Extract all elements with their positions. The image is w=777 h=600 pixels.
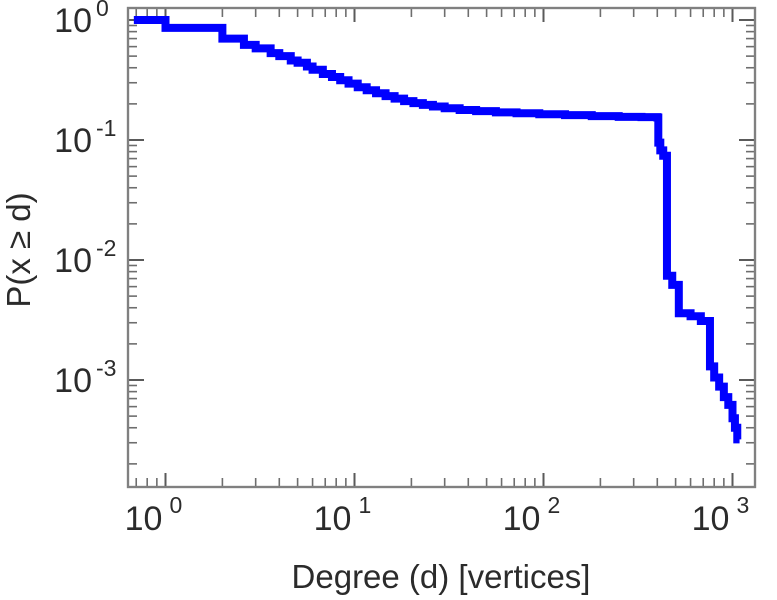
plot-frame [126, 6, 757, 489]
y-axis-ticks [128, 19, 755, 465]
x-axis-tick-labels: 10 0 10 1 10 2 10 3 [125, 492, 750, 538]
x-tick-label: 10 [503, 500, 541, 538]
x-tick-label-exponent: 1 [359, 492, 372, 518]
x-tick-label: 10 [692, 500, 730, 538]
x-tick-label: 10 [314, 500, 352, 538]
y-tick-label: 10 [54, 242, 92, 280]
x-tick-label-exponent: 0 [170, 492, 183, 518]
x-tick-label: 10 [125, 500, 163, 538]
y-axis-label: P(x ≥ d) [0, 192, 37, 307]
plot-area-border [126, 6, 757, 489]
x-tick-label-exponent: 2 [548, 492, 561, 518]
data-series-group [133, 16, 742, 444]
y-tick-label: 10 [54, 122, 92, 160]
y-tick-label-exponent: -3 [96, 355, 116, 381]
y-tick-label-exponent: -2 [96, 235, 116, 261]
y-tick-label-exponent: 0 [96, 0, 109, 21]
x-axis-ticks [135, 8, 734, 487]
y-tick-label: 10 [54, 362, 92, 400]
series-line-degree-ccdf [133, 16, 742, 444]
plot-area-border-overlay [126, 6, 757, 489]
y-tick-label-exponent: -1 [96, 115, 116, 141]
y-tick-label: 10 [54, 2, 92, 40]
x-tick-label-exponent: 3 [737, 492, 750, 518]
x-axis-label: Degree (d) [vertices] [292, 558, 591, 595]
